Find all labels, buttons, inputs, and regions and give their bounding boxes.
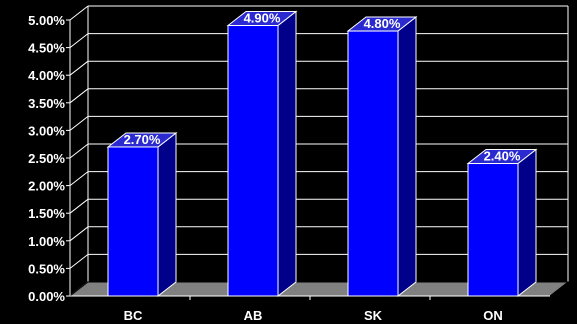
bar-front-face [467, 163, 519, 297]
gridline-side [69, 171, 89, 186]
gridline-side [69, 5, 89, 21]
gridline-side [69, 60, 89, 76]
x-tick-label-ab: AB [244, 308, 263, 323]
gridline-side [69, 116, 89, 131]
bar-side-face [157, 131, 177, 298]
y-tick-label: 0.50% [28, 261, 65, 276]
data-label-on: 2.40% [484, 149, 521, 164]
y-tick-label: 3.00% [28, 123, 65, 138]
x-tick-label-sk: SK [364, 308, 383, 323]
gridline-side [69, 33, 89, 48]
bar-ab [226, 10, 298, 298]
gridline-side [69, 143, 89, 159]
x-tick-label-on: ON [483, 308, 503, 323]
y-tick-label: 0.00% [28, 289, 65, 304]
y-tick-label: 3.50% [28, 96, 65, 111]
y-tick-label: 1.00% [28, 234, 65, 249]
data-label-bc: 2.70% [124, 132, 161, 147]
bar-side-face [397, 16, 417, 298]
y-tick-label: 4.50% [28, 41, 65, 56]
bar-front-face [107, 146, 159, 297]
y-tick-label: 2.00% [28, 179, 65, 194]
gridline-side [69, 254, 89, 269]
y-tick-label: 5.00% [28, 13, 65, 28]
bar-sk [346, 16, 418, 298]
bar-front-face [347, 30, 399, 297]
y-axis-ticks: 0.00% 0.50% 1.00% 1.50% 2.00% 2.50% 3.00% 3.50%… [28, 13, 70, 304]
y-tick-label: 4.00% [28, 68, 65, 83]
data-label-ab: 4.90% [244, 11, 281, 26]
gridline-side [69, 198, 89, 214]
bar-bc [106, 131, 178, 298]
bars [106, 10, 538, 298]
data-labels: 2.70% 4.90% 4.80% 2.40% [124, 11, 521, 164]
bar-front-face [227, 25, 279, 297]
x-axis-labels: BC AB SK ON [124, 296, 503, 323]
bar-side-face [517, 148, 537, 298]
y-tick-label: 2.50% [28, 151, 65, 166]
bar-side-face [277, 10, 297, 298]
gridline-side [69, 88, 89, 104]
y-tick-label: 1.50% [28, 206, 65, 221]
x-tick-label-bc: BC [124, 308, 143, 323]
gridline-side [69, 226, 89, 242]
data-label-sk: 4.80% [364, 16, 401, 31]
bar-on [466, 148, 538, 298]
